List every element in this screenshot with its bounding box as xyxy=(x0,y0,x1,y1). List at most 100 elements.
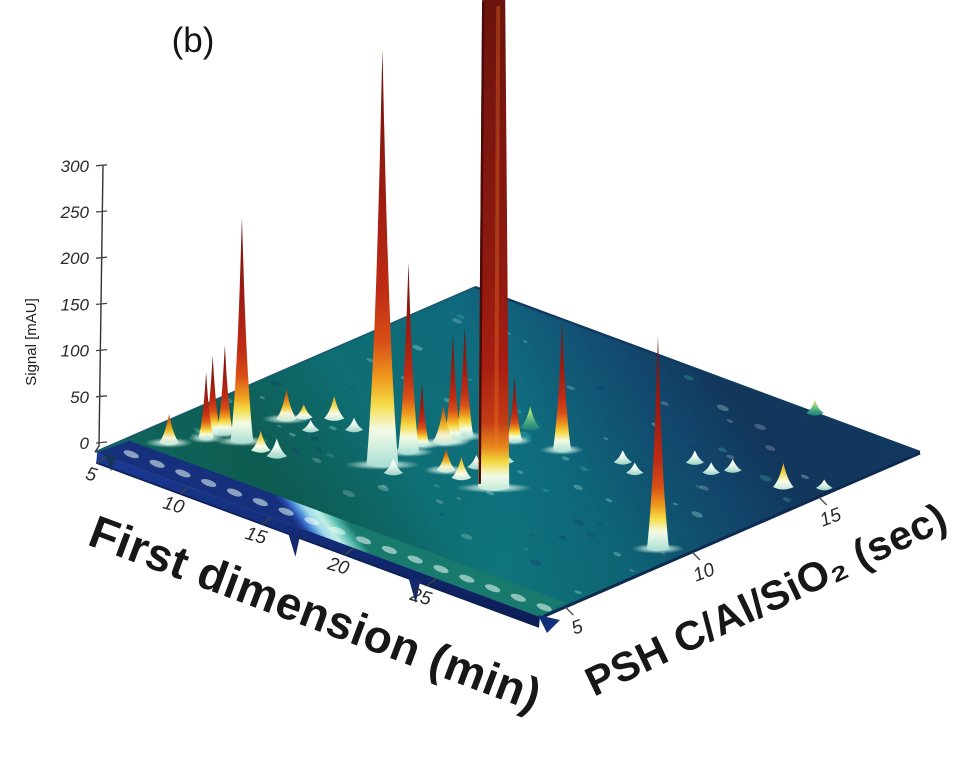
plane-speckle xyxy=(276,424,282,428)
plane-speckle xyxy=(605,498,613,503)
plane-speckle xyxy=(586,532,596,538)
plane-speckle xyxy=(782,497,791,502)
z-tick-label: 300 xyxy=(61,157,90,176)
tick-mark xyxy=(95,395,108,398)
ridge-scallop xyxy=(536,603,552,612)
plane-speckle xyxy=(718,447,727,453)
plane-speckle xyxy=(629,568,635,572)
plane-speckle xyxy=(613,552,622,557)
plane-speckle xyxy=(542,488,549,493)
plane-speckle xyxy=(603,437,609,441)
plane-speckle xyxy=(572,518,584,526)
z-tick-label: 100 xyxy=(61,342,90,361)
plane-speckle xyxy=(329,425,337,431)
tick-mark xyxy=(426,577,437,587)
plane-speckle xyxy=(519,431,532,439)
plane-speckle xyxy=(558,535,567,540)
ridge-scallop xyxy=(304,517,320,526)
surface-peak xyxy=(626,462,644,476)
plane-speckle xyxy=(660,401,669,406)
plane-speckle xyxy=(377,485,389,492)
tick-mark xyxy=(564,606,574,616)
plane-speckle xyxy=(467,378,473,382)
back-right-edge xyxy=(474,285,921,454)
ridge-scallop xyxy=(381,545,397,554)
plane-speckle xyxy=(312,457,322,463)
plane-speckle xyxy=(314,447,323,452)
plane-speckle xyxy=(695,484,703,489)
plane-speckle xyxy=(524,547,529,550)
plane-speckle xyxy=(637,467,645,472)
surface-peak xyxy=(344,417,364,433)
baseline-dip xyxy=(288,533,301,557)
plane-speckle xyxy=(573,484,583,491)
plane-speckle xyxy=(726,419,734,423)
z-tick-label: 200 xyxy=(60,249,90,268)
ridge-scallop xyxy=(355,536,372,545)
surface-peak xyxy=(436,448,456,473)
surface-peak xyxy=(520,406,540,431)
plane-speckle xyxy=(566,385,575,391)
y-tick-label: 5 xyxy=(569,616,587,640)
x-tick-label: 25 xyxy=(407,584,434,610)
plane-speckle xyxy=(754,423,766,431)
ridge-scallop xyxy=(226,488,243,497)
back-left-edge xyxy=(94,286,476,453)
surface-peak xyxy=(702,462,720,475)
x-tick-label: 15 xyxy=(243,523,270,549)
surface-peak xyxy=(216,345,233,436)
z-tick-label: 50 xyxy=(70,388,89,407)
plane-speckle xyxy=(801,466,813,472)
x-tick-label: 5 xyxy=(83,463,99,486)
plane-speckle xyxy=(683,375,694,381)
plane-speckle xyxy=(259,396,265,400)
y-tick-label: 10 xyxy=(690,559,718,586)
plane-speckle xyxy=(699,485,709,491)
plane-speckle xyxy=(717,404,729,412)
plane-speckle xyxy=(799,416,809,422)
ridge-scallop xyxy=(330,526,346,535)
surface-peak xyxy=(646,336,670,552)
plane-speckle xyxy=(726,454,735,460)
plane-speckle xyxy=(349,386,354,390)
plane-speckle xyxy=(574,590,582,595)
tick-mark xyxy=(97,455,107,464)
plane-speckle xyxy=(270,380,282,387)
z-axis-line xyxy=(94,164,104,453)
surface-peak xyxy=(444,335,462,443)
plane-speckle xyxy=(587,510,592,513)
surface-peak xyxy=(230,217,254,444)
z-tick-label: 150 xyxy=(61,295,90,314)
plane-speckle xyxy=(461,533,473,540)
surface-peak xyxy=(451,457,472,481)
ridge-scallop xyxy=(433,565,449,574)
plane-speckle xyxy=(433,484,440,488)
plane-speckle xyxy=(517,470,524,474)
ridge-scallop xyxy=(510,593,526,602)
plane-speckle xyxy=(523,340,528,343)
tick-mark xyxy=(95,441,108,444)
surface-peak xyxy=(685,450,704,465)
ridge-scallop xyxy=(484,584,501,593)
surface-peak xyxy=(414,382,430,448)
plane-speckle xyxy=(435,499,444,504)
surface-peak xyxy=(383,458,404,476)
tick-mark xyxy=(95,302,108,306)
ridge-scallop xyxy=(459,574,475,583)
plane-speckle xyxy=(289,432,296,437)
plane-speckle xyxy=(668,513,676,518)
surface-peak xyxy=(198,372,214,441)
tick-mark xyxy=(95,348,108,352)
x-tick-label: 20 xyxy=(324,553,351,579)
ridge-scallop xyxy=(149,459,165,468)
plane-speckle xyxy=(529,534,535,537)
plane-speckle xyxy=(687,443,699,450)
plane-speckle xyxy=(452,318,462,324)
surface-peak xyxy=(553,321,572,453)
surface-peak xyxy=(507,376,523,443)
peak-highlight xyxy=(494,5,501,454)
plane-speckle xyxy=(412,345,423,351)
plane-speckle xyxy=(672,502,678,506)
surface-peaks xyxy=(144,0,833,554)
plane-speckle xyxy=(691,511,703,518)
